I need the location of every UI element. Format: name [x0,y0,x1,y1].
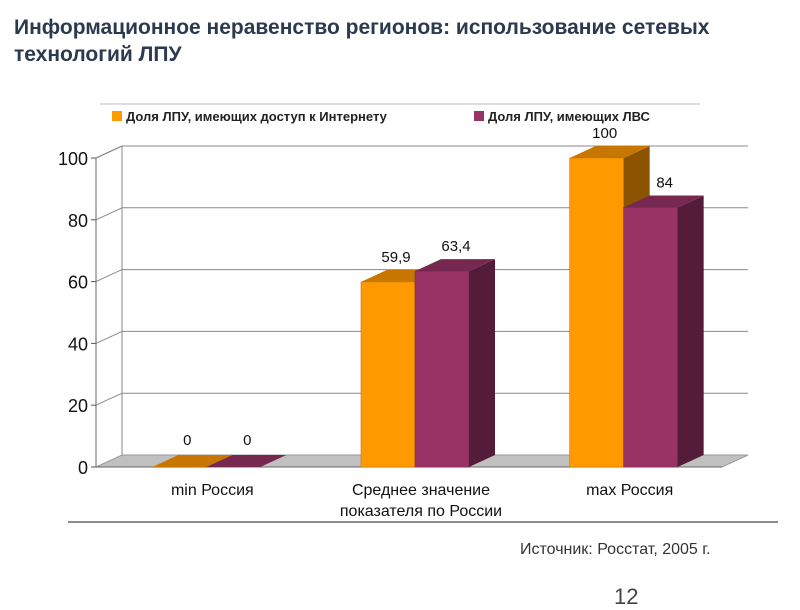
side-gridline [95,269,123,283]
x-tick-label: min Россия [171,482,254,499]
legend-label-1: Доля ЛПУ, имеющих доступ к Интернету [126,109,388,124]
bar-side [469,259,495,467]
bar-top [152,455,233,467]
left-wall-top [95,145,123,159]
y-tick-label: 80 [68,211,88,231]
side-gridline [95,392,123,406]
chart-bars [152,146,704,468]
bar-top [415,259,495,272]
divider-line [68,521,778,523]
chart-labels: 0 20 40 60 80 100 0 0 min Россия 59,9 63,4 Среднее … [58,125,673,520]
data-label: 0 [183,432,191,449]
data-label: 59,9 [381,249,410,266]
y-tick-label: 0 [78,458,88,478]
data-label: 100 [592,125,617,142]
bar-top [569,146,650,158]
y-tick-label: 100 [58,149,88,169]
bar [152,455,233,467]
legend-label-2: Доля ЛПУ, имеющих ЛВС [488,109,651,124]
side-gridline [95,330,123,344]
bar-top [623,195,704,208]
bar-top [206,455,287,467]
bar [414,259,495,468]
y-tick-label: 40 [68,334,88,354]
bar-side [677,195,704,467]
x-tick-label: max Россия [586,482,673,499]
chart-legend: Доля ЛПУ, имеющих доступ к Интернету Доля… [100,103,700,124]
bar-front [414,270,470,468]
x-tick-label: Среднее значение [352,482,490,499]
bar-front [569,157,624,468]
page-number: 12 [614,584,639,609]
side-gridline [95,207,123,221]
y-tick-label: 60 [68,273,88,293]
bar-front [623,207,678,468]
legend-swatch-1 [112,111,122,121]
x-tick-label: показателя по России [340,503,502,520]
bar [206,455,287,467]
legend-swatch-2 [474,111,484,121]
slide-title: Информационное неравенство регионов: исп… [14,16,710,66]
bar-front [360,281,416,468]
source-note: Источник: Росстат, 2005 г. [520,541,711,558]
data-label: 0 [243,432,251,449]
y-tick-label: 20 [68,396,88,416]
data-label: 63,4 [441,238,470,255]
bar [623,195,704,468]
data-label: 84 [656,174,673,191]
